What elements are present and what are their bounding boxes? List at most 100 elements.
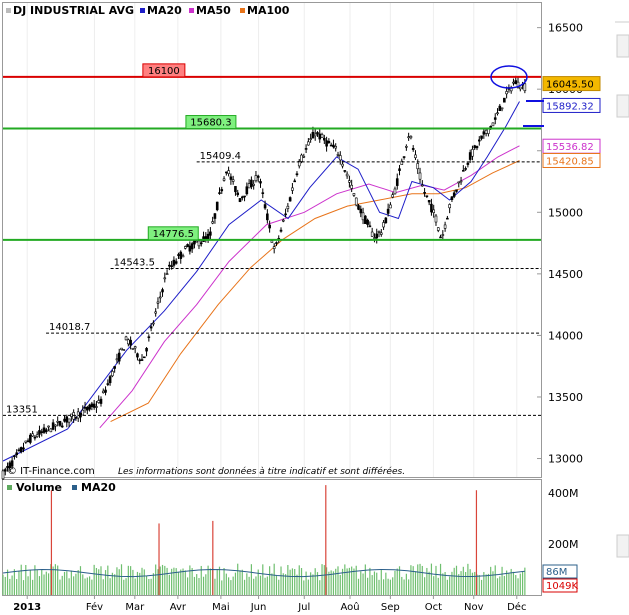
month-label: Avr xyxy=(170,602,187,613)
candle-body xyxy=(364,215,367,224)
candle-body xyxy=(222,178,226,181)
month-label: Aoû xyxy=(340,601,359,613)
last-value-box xyxy=(542,97,601,113)
candle-body xyxy=(63,418,66,422)
legend-ma100-swatch xyxy=(240,8,245,13)
candle-body xyxy=(300,154,303,162)
level-label: 14018.7 xyxy=(49,322,90,333)
candle-body xyxy=(154,311,157,314)
candle-body xyxy=(509,88,513,92)
last-value-box xyxy=(542,76,601,92)
candle-body xyxy=(286,205,290,209)
candle-body xyxy=(197,240,201,247)
volume-value-box xyxy=(542,564,578,579)
candle-body xyxy=(332,144,335,148)
month-label: Oct xyxy=(425,602,442,613)
candle-body xyxy=(395,178,399,186)
candle-body xyxy=(81,409,85,416)
candle-body xyxy=(97,400,101,403)
candle-body xyxy=(104,389,107,393)
candle-body xyxy=(373,237,376,239)
candle-body xyxy=(106,383,110,385)
candle-body xyxy=(261,192,265,194)
volume-value-label: 86M xyxy=(546,567,567,578)
candle-body xyxy=(186,244,189,247)
candle-body xyxy=(124,336,128,341)
candle-body xyxy=(389,204,392,209)
candle-body xyxy=(138,359,142,362)
candle-body xyxy=(179,251,183,259)
candle-body xyxy=(398,168,401,171)
candle-body xyxy=(38,430,41,435)
candle-body xyxy=(24,440,28,443)
candle-body xyxy=(33,436,37,439)
candle-body xyxy=(88,404,91,410)
candle-body xyxy=(405,146,408,148)
last-value-label: 15420.85 xyxy=(546,156,594,167)
candle-body xyxy=(443,224,447,229)
candle-body xyxy=(131,347,135,350)
candle-body xyxy=(215,201,219,211)
candle-body xyxy=(243,195,246,198)
candle-body xyxy=(120,347,123,350)
candle-body xyxy=(500,107,504,110)
candle-body xyxy=(311,131,315,139)
candle-body xyxy=(418,172,422,180)
month-label: Jun xyxy=(250,602,267,613)
candle-body xyxy=(252,183,255,186)
candle-body xyxy=(268,224,271,229)
price-tick-label: 14500 xyxy=(548,268,583,281)
candle-body xyxy=(147,336,151,339)
candle-body xyxy=(350,184,353,189)
candle-body xyxy=(370,231,374,237)
last-value-label: 15536.82 xyxy=(546,142,594,153)
price-tick-label: 14000 xyxy=(548,329,583,342)
candle-body xyxy=(421,184,424,187)
candle-body xyxy=(156,301,160,304)
volume-ma20-line xyxy=(2,568,525,578)
price-plot-frame xyxy=(2,2,542,478)
level-label: 15409.4 xyxy=(200,151,241,162)
candle-body xyxy=(101,390,105,393)
candle-body xyxy=(111,371,114,377)
candle-body xyxy=(193,240,196,245)
candle-body xyxy=(359,208,363,214)
price-tick-label: 13000 xyxy=(548,453,583,466)
candle-body xyxy=(92,403,96,408)
candle-body xyxy=(229,176,233,180)
candle-body xyxy=(49,428,53,433)
candle-body xyxy=(86,406,89,411)
candle-body xyxy=(213,213,217,219)
candle-body xyxy=(42,427,46,433)
candle-body xyxy=(158,296,162,299)
candle-body xyxy=(313,133,317,137)
candle-body xyxy=(316,132,319,135)
candle-body xyxy=(234,186,237,193)
month-label: Sep xyxy=(381,602,400,613)
month-label: Jul xyxy=(297,602,310,613)
candle-body xyxy=(279,229,283,232)
candle-body xyxy=(35,434,39,437)
candle-body xyxy=(484,129,488,134)
candle-body xyxy=(172,259,176,266)
candle-body xyxy=(503,97,506,103)
candle-body xyxy=(161,289,164,293)
candle-body xyxy=(487,128,490,134)
candle-body xyxy=(209,231,212,236)
candle-body xyxy=(220,189,224,192)
candle-body xyxy=(427,200,431,203)
candle-body xyxy=(99,398,103,404)
annotation-circle xyxy=(490,65,528,89)
candle-body xyxy=(318,133,322,140)
candle-body xyxy=(19,447,23,453)
volume-plot-frame xyxy=(2,479,542,596)
level-label: 16100 xyxy=(148,66,180,77)
candle-body xyxy=(95,406,98,408)
candle-body xyxy=(379,232,383,235)
candle-body xyxy=(386,208,390,214)
candle-body xyxy=(459,180,463,183)
candle-body xyxy=(491,122,495,127)
candle-body xyxy=(352,193,356,196)
candle-body xyxy=(204,236,208,240)
